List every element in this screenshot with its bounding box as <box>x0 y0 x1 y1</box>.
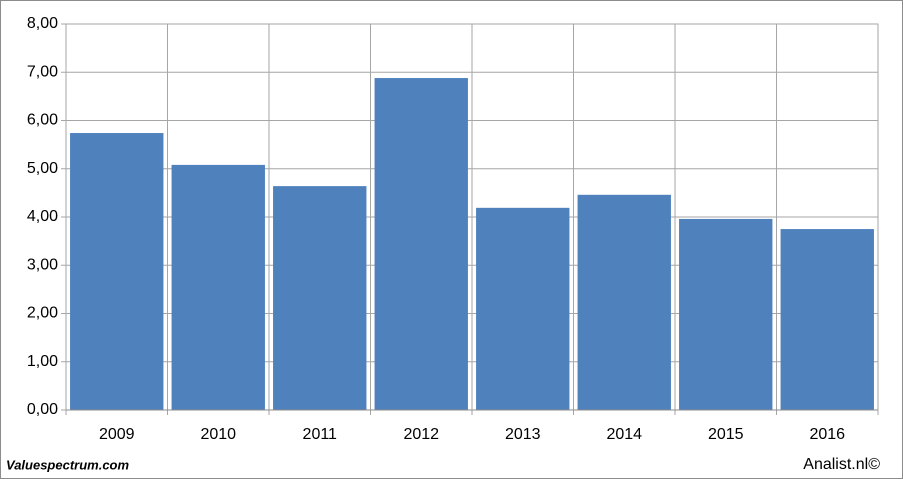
bar <box>577 194 671 410</box>
bar <box>374 78 468 410</box>
y-tick-label: 0,00 <box>27 401 58 418</box>
y-tick-label: 8,00 <box>27 15 58 32</box>
bar <box>780 229 874 410</box>
y-tick-label: 1,00 <box>27 353 58 370</box>
footer-right: Analist.nl© <box>803 456 880 473</box>
x-tick-label: 2013 <box>505 426 541 443</box>
x-tick-label: 2016 <box>809 426 845 443</box>
y-tick-label: 4,00 <box>27 208 58 225</box>
x-tick-label: 2012 <box>403 426 439 443</box>
y-tick-label: 6,00 <box>27 112 58 129</box>
bar <box>70 133 164 411</box>
footer-left: Valuespectrum.com <box>6 457 130 472</box>
bar <box>476 207 570 410</box>
y-tick-label: 3,00 <box>27 256 58 273</box>
x-tick-label: 2010 <box>200 426 236 443</box>
x-tick-label: 2015 <box>708 426 744 443</box>
bar <box>679 218 773 410</box>
bar <box>273 186 367 410</box>
x-tick-label: 2009 <box>99 426 135 443</box>
bar <box>171 164 265 410</box>
y-tick-label: 7,00 <box>27 63 58 80</box>
x-tick-label: 2014 <box>606 426 642 443</box>
y-tick-label: 5,00 <box>27 160 58 177</box>
y-tick-label: 2,00 <box>27 305 58 322</box>
x-tick-label: 2011 <box>303 426 338 443</box>
